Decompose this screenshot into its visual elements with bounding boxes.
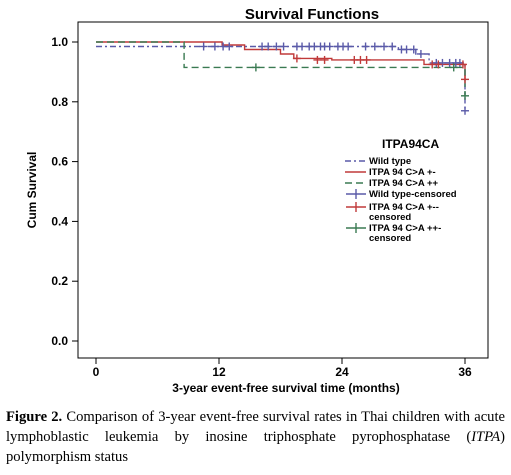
censor-mark xyxy=(458,60,467,69)
censor-mark xyxy=(362,55,371,64)
legend-entry: ITPA 94 C>A +- xyxy=(345,167,436,178)
x-axis-label: 3-year event-free survival time (months) xyxy=(172,381,399,395)
censor-mark xyxy=(380,42,389,51)
y-tick-label: 0.0 xyxy=(51,334,68,348)
censor-mark xyxy=(344,42,353,51)
censor-mark xyxy=(361,42,370,51)
legend-entry: Wild type xyxy=(345,156,411,167)
censor-mark xyxy=(210,42,219,51)
y-axis-label: Cum Survival xyxy=(25,152,39,229)
y-tick-label: 0.2 xyxy=(51,274,68,288)
figure-caption: Figure 2. Comparison of 3-year event-fre… xyxy=(6,407,505,467)
caption-text: Comparison of 3-year event-free survival… xyxy=(6,409,505,445)
censor-mark xyxy=(416,49,425,58)
censor-marks xyxy=(199,42,469,115)
censor-mark xyxy=(409,45,418,54)
y-tick-label: 0.8 xyxy=(51,95,68,109)
x-tick-label: 24 xyxy=(335,365,349,379)
censor-mark xyxy=(449,63,458,72)
censor-mark xyxy=(402,45,411,54)
censor-mark xyxy=(279,42,288,51)
censor-mark xyxy=(313,55,322,64)
x-tick-label: 12 xyxy=(212,365,226,379)
legend-label: Wild type-censored xyxy=(369,189,457,200)
legend-title: ITPA94CA xyxy=(382,137,439,151)
legend-entry: ITPA 94 C>A ++ xyxy=(345,178,439,189)
y-tick-label: 0.6 xyxy=(51,155,68,169)
censor-mark xyxy=(370,42,379,51)
plot-frame xyxy=(77,21,489,359)
censor-mark xyxy=(461,75,469,84)
legend-label: ITPA 94 C>A ++ xyxy=(369,178,439,189)
legend-entry: ITPA 94 C>A ++-censored xyxy=(346,223,441,244)
x-tick-label: 36 xyxy=(458,365,472,379)
censor-mark xyxy=(388,42,397,51)
censor-mark xyxy=(325,42,334,51)
y-tick-label: 1.0 xyxy=(51,35,68,49)
series-lines xyxy=(96,41,466,111)
legend-entry: ITPA 94 C>A +--censored xyxy=(346,202,439,223)
chart-title: Survival Functions xyxy=(245,6,379,23)
series-line-2 xyxy=(96,41,466,96)
censor-mark xyxy=(225,42,234,51)
censor-mark xyxy=(298,42,307,51)
x-tick-label: 0 xyxy=(93,365,100,379)
censor-mark xyxy=(264,42,273,51)
censor-mark xyxy=(251,63,260,72)
caption-text-end: ) polymorphism status xyxy=(6,429,505,465)
censor-mark xyxy=(272,42,281,51)
censor-mark xyxy=(320,55,329,64)
legend-entry: Wild type-censored xyxy=(346,189,457,200)
caption-italic: ITPA xyxy=(471,429,501,445)
caption-label: Figure 2. xyxy=(6,409,63,425)
censor-mark xyxy=(434,60,443,69)
y-tick-label: 0.4 xyxy=(51,214,68,228)
censor-mark xyxy=(292,54,301,63)
censor-mark xyxy=(461,91,469,100)
censor-mark xyxy=(438,58,447,67)
legend-label: ITPA 94 C>A +- xyxy=(369,167,436,178)
legend-label: ITPA 94 C>A ++-censored xyxy=(369,223,441,244)
survival-chart: Survival Functions 0.0 0.2 0.4 0.6 0.8 1.0 0 12… xyxy=(25,6,489,395)
censor-mark xyxy=(199,42,208,51)
series-line-0 xyxy=(96,45,466,111)
series-line-1 xyxy=(96,41,466,80)
axis-ticks: 0.0 0.2 0.4 0.6 0.8 1.0 0 12 24 36 xyxy=(51,35,472,379)
censor-mark xyxy=(461,106,469,115)
legend-label: ITPA 94 C>A +--censored xyxy=(369,202,439,223)
legend-label: Wild type xyxy=(369,156,411,167)
